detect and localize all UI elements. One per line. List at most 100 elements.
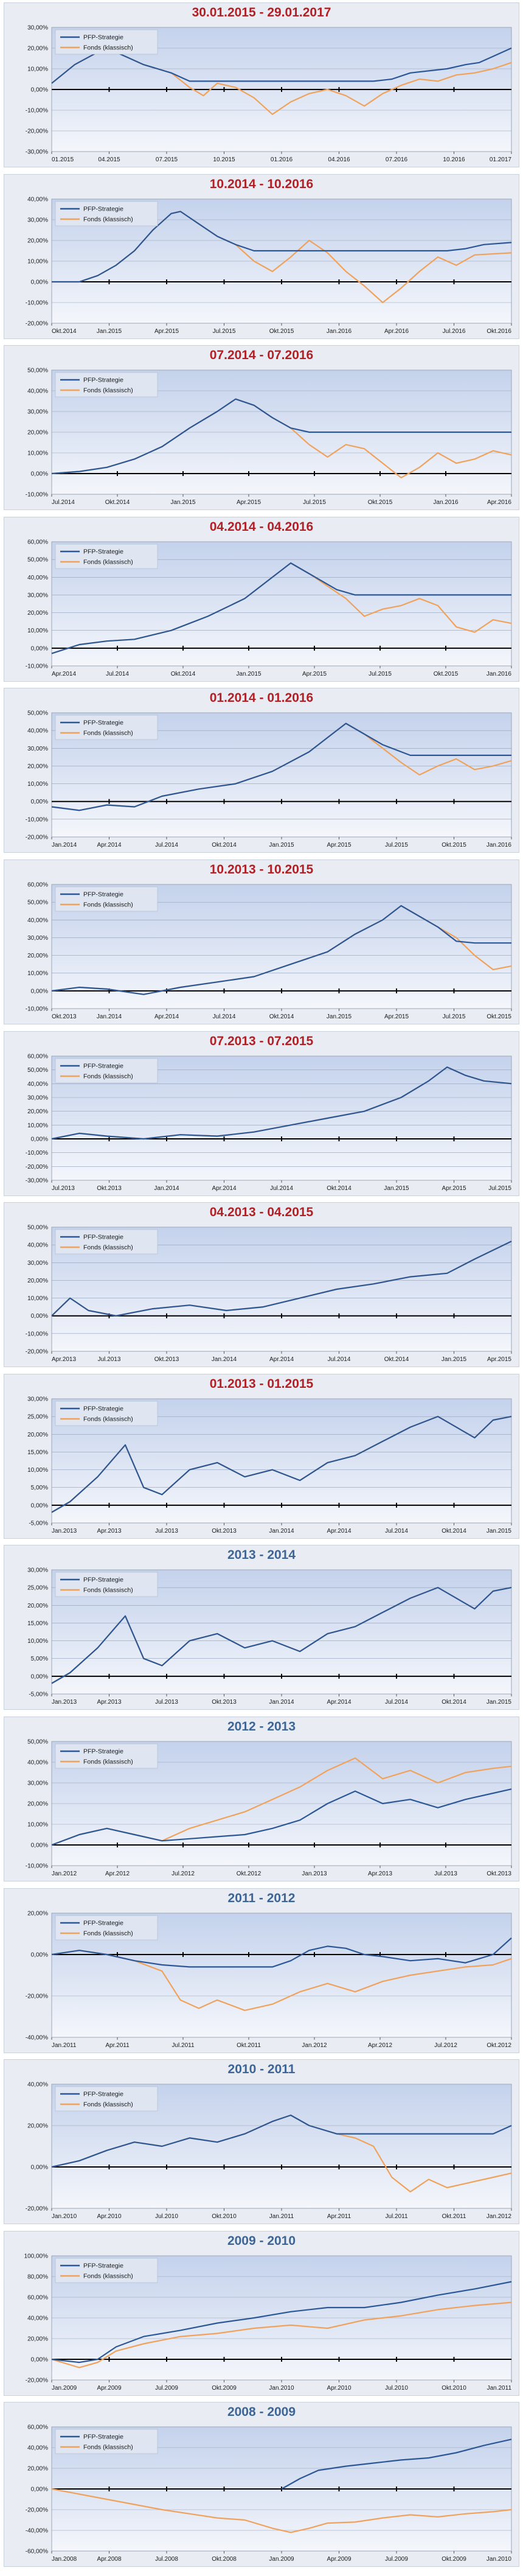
x-tick-label: Okt.2012 xyxy=(237,1871,262,1877)
x-tick-label: Apr.2015 xyxy=(154,328,179,335)
y-tick-label: 40,00% xyxy=(27,728,48,735)
x-tick-label: Okt.2014 xyxy=(105,499,130,506)
y-tick-label: -10,00% xyxy=(26,108,48,114)
y-tick-label: 30,00% xyxy=(27,409,48,416)
x-tick-label: Apr.2014 xyxy=(154,1013,179,1020)
chart-panel: 2013 - 2014 -5,00% 0,00% 5,00% 10,00% 15,00% 2… xyxy=(4,1545,519,1710)
y-tick-label: 40,00% xyxy=(27,388,48,395)
y-tick-label: 0,00% xyxy=(31,1313,48,1320)
x-tick-label: Jan.2014 xyxy=(212,1356,237,1363)
x-tick-label: 07.2016 xyxy=(386,156,408,163)
chart-title: 01.2013 - 01.2015 xyxy=(209,1376,314,1391)
x-tick-label: Apr.2015 xyxy=(302,671,327,677)
y-tick-label: 20,00% xyxy=(27,1278,48,1284)
x-tick-label: Jan.2011 xyxy=(269,2213,294,2220)
legend-box xyxy=(55,1229,158,1255)
legend-label: Fonds (klassisch) xyxy=(83,387,133,394)
legend-label: Fonds (klassisch) xyxy=(83,558,133,565)
chart-title: 2012 - 2013 xyxy=(227,1720,296,1734)
series-line-strategy xyxy=(51,1587,512,1684)
x-tick-label: Apr.2015 xyxy=(442,1185,466,1192)
chart-legend: PFP-Strategie Fonds (klassisch) xyxy=(55,886,158,912)
y-tick-label: 5,00% xyxy=(31,1485,48,1491)
chart-legend: PFP-Strategie Fonds (klassisch) xyxy=(55,715,158,740)
series-line-strategy xyxy=(51,2115,512,2168)
legend-label: PFP-Strategie xyxy=(83,34,123,41)
chart-title: 10.2013 - 10.2015 xyxy=(209,863,314,877)
x-tick-label: Jan.2015 xyxy=(327,1013,352,1020)
x-tick-label: Okt.2011 xyxy=(442,2213,466,2220)
legend-label: PFP-Strategie xyxy=(83,1919,123,1927)
legend-label: Fonds (klassisch) xyxy=(83,1759,133,1766)
x-tick-label: Jul.2015 xyxy=(369,671,392,677)
x-tick-label: Jan.2014 xyxy=(154,1185,179,1192)
y-tick-label: 0,00% xyxy=(31,1502,48,1509)
chart-title: 10.2014 - 10.2016 xyxy=(209,177,314,191)
legend-box xyxy=(55,1572,158,1597)
y-tick-label: 20,00% xyxy=(27,1108,48,1115)
x-tick-label: 07.2015 xyxy=(156,156,178,163)
y-tick-label: -5,00% xyxy=(29,1692,48,1698)
y-tick-label: 0,00% xyxy=(31,1951,48,1958)
y-tick-label: 50,00% xyxy=(27,368,48,374)
y-tick-label: 40,00% xyxy=(27,1242,48,1249)
y-tick-label: 50,00% xyxy=(27,1225,48,1231)
x-tick-label: 01.2015 xyxy=(52,156,74,163)
x-tick-label: Okt.2015 xyxy=(434,671,459,677)
y-tick-label: -30,00% xyxy=(26,149,48,156)
y-tick-label: 100,00% xyxy=(24,2253,49,2259)
x-tick-label: Apr.2015 xyxy=(327,842,351,849)
x-tick-label: Jan.2015 xyxy=(269,842,294,849)
chart-title: 01.2014 - 01.2016 xyxy=(209,691,314,705)
x-tick-label: Jan.2015 xyxy=(236,671,262,677)
y-tick-label: -40,00% xyxy=(26,2528,48,2535)
series-line-strategy xyxy=(51,1066,512,1139)
y-tick-label: 30,00% xyxy=(27,746,48,752)
x-tick-label: Jan.2015 xyxy=(487,1699,512,1706)
chart-title: 04.2014 - 04.2016 xyxy=(209,519,314,534)
y-tick-label: 20,00% xyxy=(27,46,48,52)
legend-box xyxy=(55,2258,158,2283)
y-tick-label: 0,00% xyxy=(31,471,48,478)
y-tick-label: -20,00% xyxy=(26,2206,48,2213)
x-tick-label: Jul.2014 xyxy=(155,842,178,849)
x-tick-label: Okt.2015 xyxy=(269,328,294,335)
legend-box xyxy=(55,2086,158,2112)
x-tick-label: Jul.2010 xyxy=(155,2213,178,2220)
y-tick-label: 30,00% xyxy=(27,1567,48,1574)
y-tick-label: -10,00% xyxy=(26,492,48,499)
chart-panel: 01.2013 - 01.2015 -5,00% 0,00% 5,00% 10,00% 1… xyxy=(4,1373,519,1539)
y-tick-label: -20,00% xyxy=(26,2377,48,2384)
x-tick-label: Okt.2014 xyxy=(212,842,237,849)
y-tick-label: 20,00% xyxy=(27,2466,48,2473)
x-tick-label: Apr.2009 xyxy=(327,2556,351,2563)
series-line-strategy xyxy=(51,1241,512,1317)
x-tick-label: Apr.2013 xyxy=(97,1699,121,1706)
x-tick-label: Jul.2014 xyxy=(106,671,129,677)
y-tick-label: 20,00% xyxy=(27,1603,48,1609)
x-tick-label: Apr.2013 xyxy=(97,1528,121,1535)
y-tick-label: 40,00% xyxy=(27,1080,48,1087)
x-tick-label: Jul.2009 xyxy=(385,2556,408,2563)
y-tick-label: 30,00% xyxy=(27,592,48,599)
y-tick-label: -20,00% xyxy=(26,1993,48,2000)
x-tick-label: 10.2016 xyxy=(443,156,465,163)
x-tick-label: Jul.2013 xyxy=(155,1699,178,1706)
y-tick-label: 50,00% xyxy=(27,556,48,563)
y-tick-label: -10,00% xyxy=(26,299,48,306)
legend-label: Fonds (klassisch) xyxy=(83,1073,133,1080)
y-tick-label: 0,00% xyxy=(31,645,48,652)
legend-label: PFP-Strategie xyxy=(83,719,123,727)
x-tick-label: Jan.2010 xyxy=(269,2385,294,2392)
x-tick-label: Okt.2014 xyxy=(52,328,77,335)
x-tick-label: Jan.2014 xyxy=(269,1528,294,1535)
x-tick-label: Jul.2012 xyxy=(434,2042,457,2049)
x-tick-label: Okt.2009 xyxy=(212,2385,237,2392)
y-tick-label: 30,00% xyxy=(27,935,48,942)
y-tick-label: 40,00% xyxy=(27,2082,48,2088)
y-tick-label: 10,00% xyxy=(27,781,48,788)
series-line-fund xyxy=(51,2301,512,2368)
y-tick-label: 15,00% xyxy=(27,1620,48,1627)
x-tick-label: Jul.2008 xyxy=(155,2556,178,2563)
y-tick-label: 30,00% xyxy=(27,1396,48,1402)
